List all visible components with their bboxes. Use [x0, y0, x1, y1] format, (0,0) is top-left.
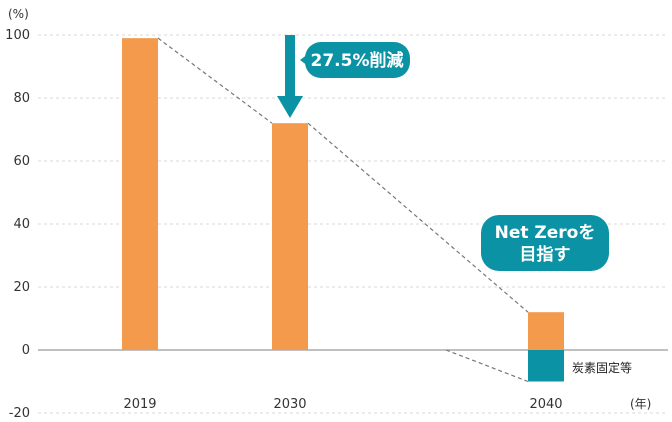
y-tick-label: 20	[13, 280, 30, 295]
net-zero-callout-text: 目指す	[520, 244, 571, 265]
net-zero-callout	[481, 215, 609, 271]
bar-2040	[528, 312, 564, 350]
y-tick-label: -20	[9, 406, 30, 421]
reduction-callout-text: 27.5%削減	[311, 50, 404, 71]
x-tick-label: 2040	[529, 397, 562, 412]
x-axis-ticks: 2019 2030 2040	[123, 397, 562, 412]
trend-line	[157, 37, 273, 124]
y-tick-label: 40	[13, 217, 30, 232]
y-axis-unit: (%)	[8, 7, 29, 21]
net-zero-callout-text: Net Zeroを	[495, 223, 596, 243]
bars	[122, 38, 564, 382]
trend-line	[445, 349, 529, 383]
y-tick-label: 60	[13, 154, 30, 169]
y-tick-label: 80	[13, 91, 30, 106]
x-tick-label: 2030	[273, 397, 306, 412]
reduction-arrow-head	[277, 96, 303, 118]
x-axis-unit: (年)	[630, 397, 651, 411]
reduction-arrow-shaft	[285, 35, 295, 97]
carbon-fixation-label: 炭素固定等	[572, 360, 632, 375]
carbon-fixation-bar	[528, 350, 564, 382]
y-axis-ticks: 100 80 60 40 20 0 -20	[5, 28, 30, 421]
y-tick-label: 0	[22, 343, 30, 358]
x-tick-label: 2019	[123, 397, 156, 412]
trend-line	[307, 122, 529, 313]
y-tick-label: 100	[5, 28, 30, 43]
reduction-callout	[305, 42, 410, 78]
trend-lines	[157, 37, 529, 383]
bar-2030	[272, 123, 308, 350]
bar-2019	[122, 38, 158, 351]
